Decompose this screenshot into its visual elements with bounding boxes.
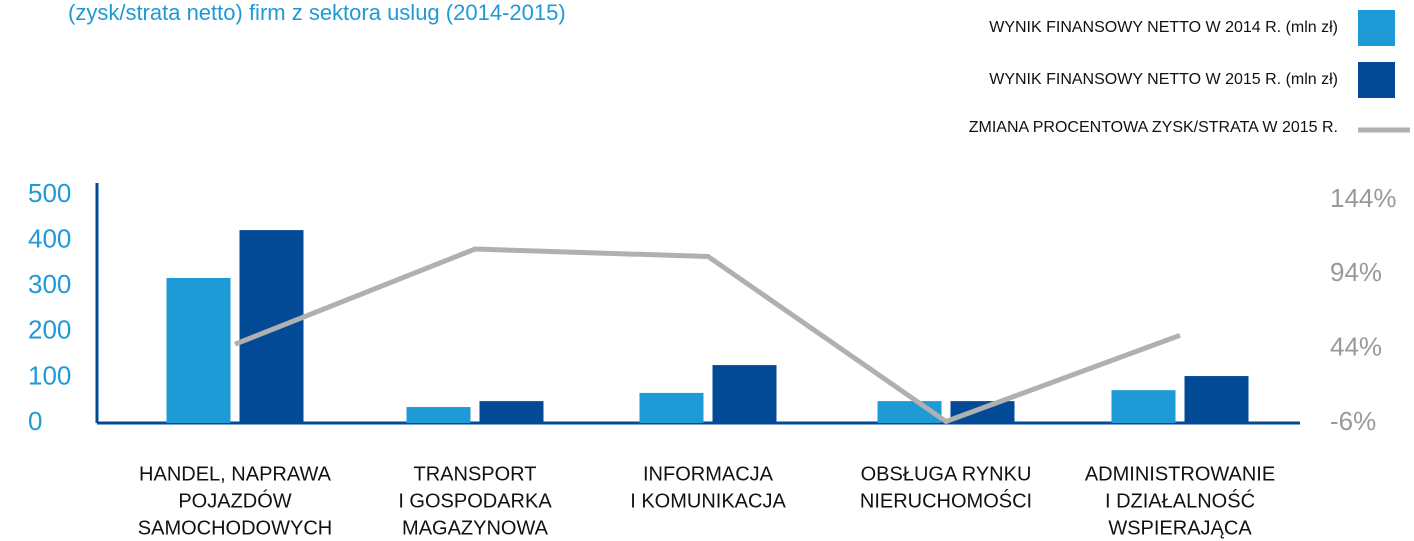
bar <box>166 277 231 423</box>
y-tick-label: 200 <box>28 315 71 345</box>
x-tick-label: NIERUCHOMOŚCI <box>860 488 1032 512</box>
y2-tick-label: 44% <box>1330 332 1382 362</box>
y2-tick-label: 144% <box>1330 183 1397 213</box>
bar <box>1111 390 1176 423</box>
y2-tick-label: -6% <box>1330 406 1376 436</box>
y2-tick-label: 94% <box>1330 257 1382 287</box>
x-tick-label: INFORMACJA <box>643 463 774 485</box>
y-tick-label: 0 <box>28 406 42 436</box>
legend-swatch <box>1358 10 1395 46</box>
line-series <box>234 246 1181 425</box>
x-tick-label: SAMOCHODOWYCH <box>138 517 332 539</box>
legend-label: WYNIK FINANSOWY NETTO W 2014 R. (mln zł) <box>989 19 1338 36</box>
legend-label: ZMIANA PROCENTOWA ZYSK/STRATA W 2015 R. <box>969 119 1338 136</box>
bar <box>950 401 1015 423</box>
y-tick-label: 100 <box>28 360 71 390</box>
y-tick-label: 500 <box>28 178 71 208</box>
x-tick-label: WSPIERAJĄCA <box>1108 517 1252 539</box>
y-tick-label: 400 <box>28 223 71 253</box>
legend-label: WYNIK FINANSOWY NETTO W 2015 R. (mln zł) <box>989 71 1338 88</box>
x-tick-label: TRANSPORT <box>414 463 537 485</box>
y-tick-label: 300 <box>28 269 71 299</box>
x-tick-label: I KOMUNIKACJA <box>630 490 786 512</box>
bar <box>712 365 777 423</box>
bar <box>406 407 471 423</box>
x-tick-label: I DZIAŁALNOŚĆ <box>1105 488 1255 512</box>
chart-title: (zysk/strata netto) firm z sektora uslug… <box>68 0 566 25</box>
x-tick-label: MAGAZYNOWA <box>402 517 549 539</box>
x-tick-label: ADMINISTROWANIE <box>1085 463 1275 485</box>
bar <box>239 230 304 423</box>
x-tick-label: I GOSPODARKA <box>398 490 552 512</box>
bar <box>639 392 704 423</box>
x-tick-label: POJAZDÓW <box>178 489 291 512</box>
bar <box>1184 376 1249 423</box>
legend-swatch <box>1358 62 1395 98</box>
x-tick-label: OBSŁUGA RYNKU <box>861 463 1032 485</box>
x-tick-label: HANDEL, NAPRAWA <box>139 463 332 485</box>
bar <box>479 401 544 423</box>
